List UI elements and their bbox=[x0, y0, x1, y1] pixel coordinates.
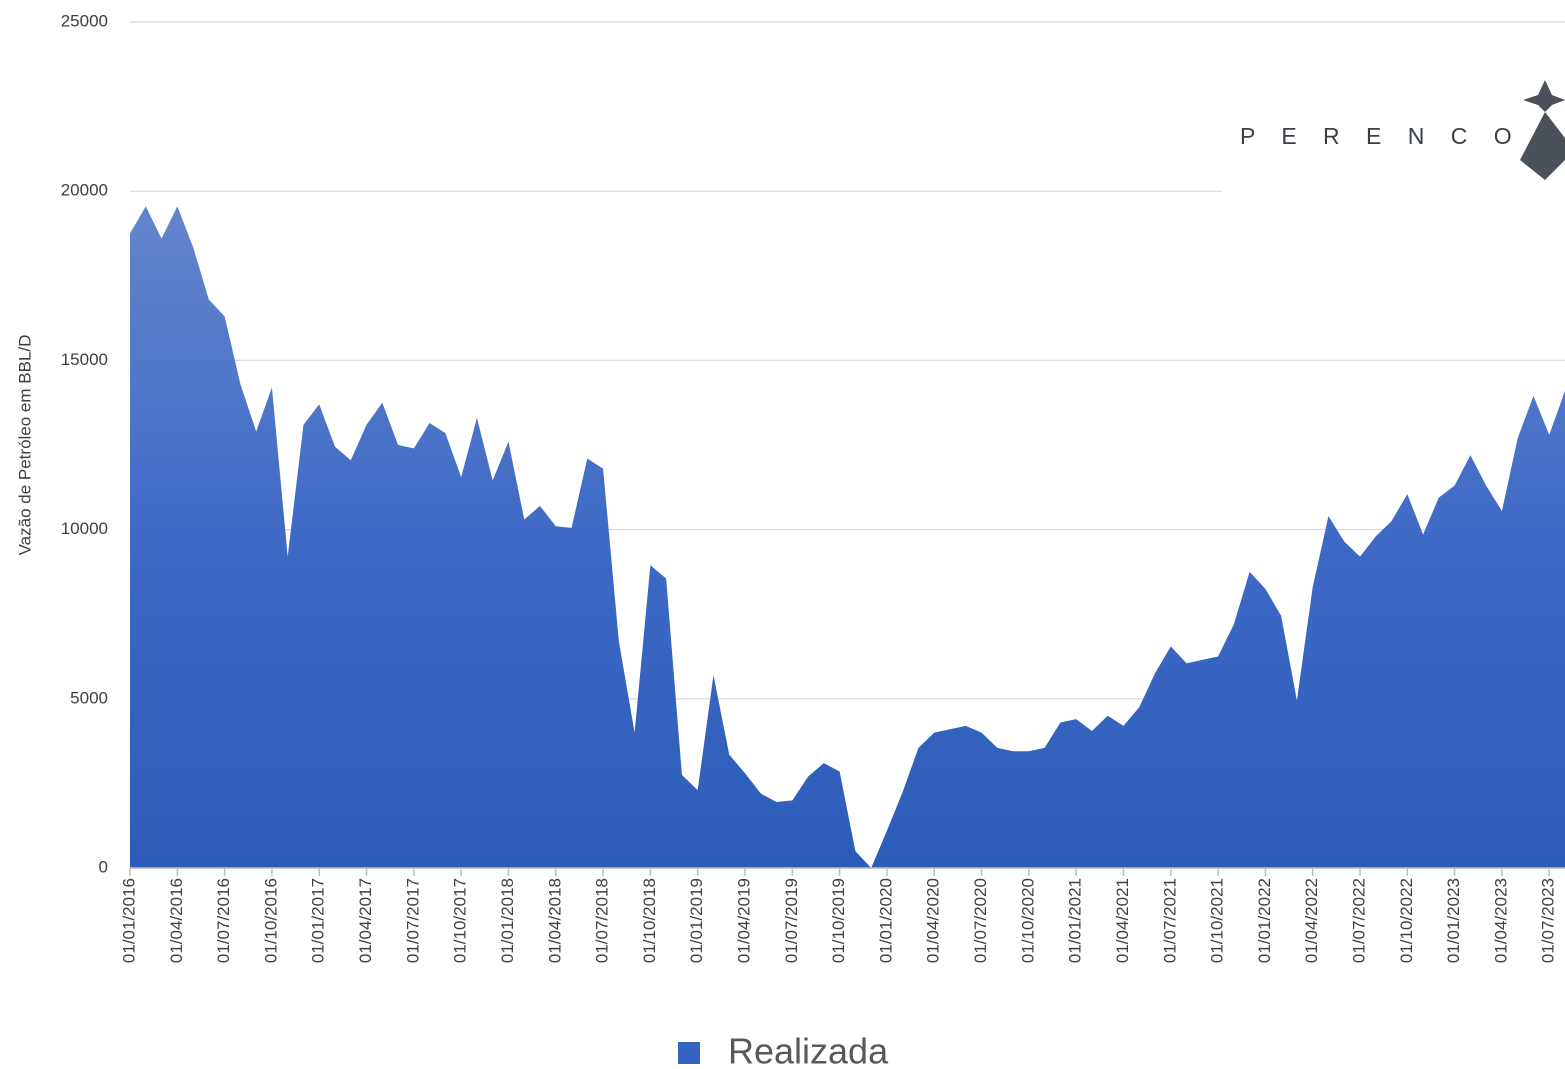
x-tick-label: 01/07/2021 bbox=[1160, 878, 1179, 963]
logo-text: P E R E N C O bbox=[1240, 123, 1522, 149]
x-tick-label: 01/04/2017 bbox=[356, 878, 375, 963]
y-tick-label: 25000 bbox=[61, 11, 108, 30]
x-tick-label: 01/07/2018 bbox=[593, 878, 612, 963]
area bbox=[130, 206, 1565, 869]
x-tick-label: 01/10/2020 bbox=[1018, 878, 1037, 963]
x-tick-label: 01/10/2017 bbox=[451, 878, 470, 963]
x-tick-label: 01/01/2017 bbox=[309, 878, 328, 963]
x-tick-label: 01/07/2016 bbox=[214, 878, 233, 963]
x-tick-label: 01/01/2021 bbox=[1066, 878, 1085, 963]
logo-background bbox=[1222, 60, 1565, 193]
x-tick-label: 01/07/2020 bbox=[971, 878, 990, 963]
x-tick-label: 01/01/2023 bbox=[1444, 878, 1463, 963]
x-tick-label: 01/07/2017 bbox=[403, 878, 422, 963]
x-tick-label: 01/07/2023 bbox=[1539, 878, 1558, 963]
legend-label: Realizada bbox=[728, 1031, 889, 1069]
x-tick-label: 01/01/2018 bbox=[498, 878, 517, 963]
y-tick-label: 20000 bbox=[61, 181, 108, 200]
y-tick-label: 10000 bbox=[61, 519, 108, 538]
x-tick-label: 01/01/2022 bbox=[1255, 878, 1274, 963]
x-tick-label: 01/10/2022 bbox=[1397, 878, 1416, 963]
x-tick-label: 01/01/2016 bbox=[119, 878, 138, 963]
x-tick-label: 01/01/2019 bbox=[687, 878, 706, 963]
y-tick-label: 15000 bbox=[61, 350, 108, 369]
y-tick-label: 5000 bbox=[70, 688, 108, 707]
logo-mark bbox=[1523, 80, 1565, 112]
x-tick-label: 01/04/2020 bbox=[924, 878, 943, 963]
legend-swatch bbox=[678, 1042, 700, 1064]
x-tick-label: 01/10/2016 bbox=[261, 878, 280, 963]
y-axis-label: Vazão de Petróleo em BBL/D bbox=[15, 335, 34, 556]
x-tick-label: 01/04/2021 bbox=[1113, 878, 1132, 963]
x-tick-label: 01/04/2022 bbox=[1302, 878, 1321, 963]
y-tick-label: 0 bbox=[99, 857, 108, 876]
x-tick-label: 01/07/2022 bbox=[1349, 878, 1368, 963]
x-tick-label: 01/10/2019 bbox=[829, 878, 848, 963]
x-tick-label: 01/04/2018 bbox=[545, 878, 564, 963]
x-tick-label: 01/10/2021 bbox=[1208, 878, 1227, 963]
x-tick-label: 01/04/2023 bbox=[1491, 878, 1510, 963]
x-tick-label: 01/04/2016 bbox=[167, 878, 186, 963]
x-tick-label: 01/07/2019 bbox=[782, 878, 801, 963]
x-tick-label: 01/10/2018 bbox=[640, 878, 659, 963]
x-tick-label: 01/01/2020 bbox=[876, 878, 895, 963]
x-tick-label: 01/04/2019 bbox=[734, 878, 753, 963]
logo-mark bbox=[1520, 112, 1565, 180]
